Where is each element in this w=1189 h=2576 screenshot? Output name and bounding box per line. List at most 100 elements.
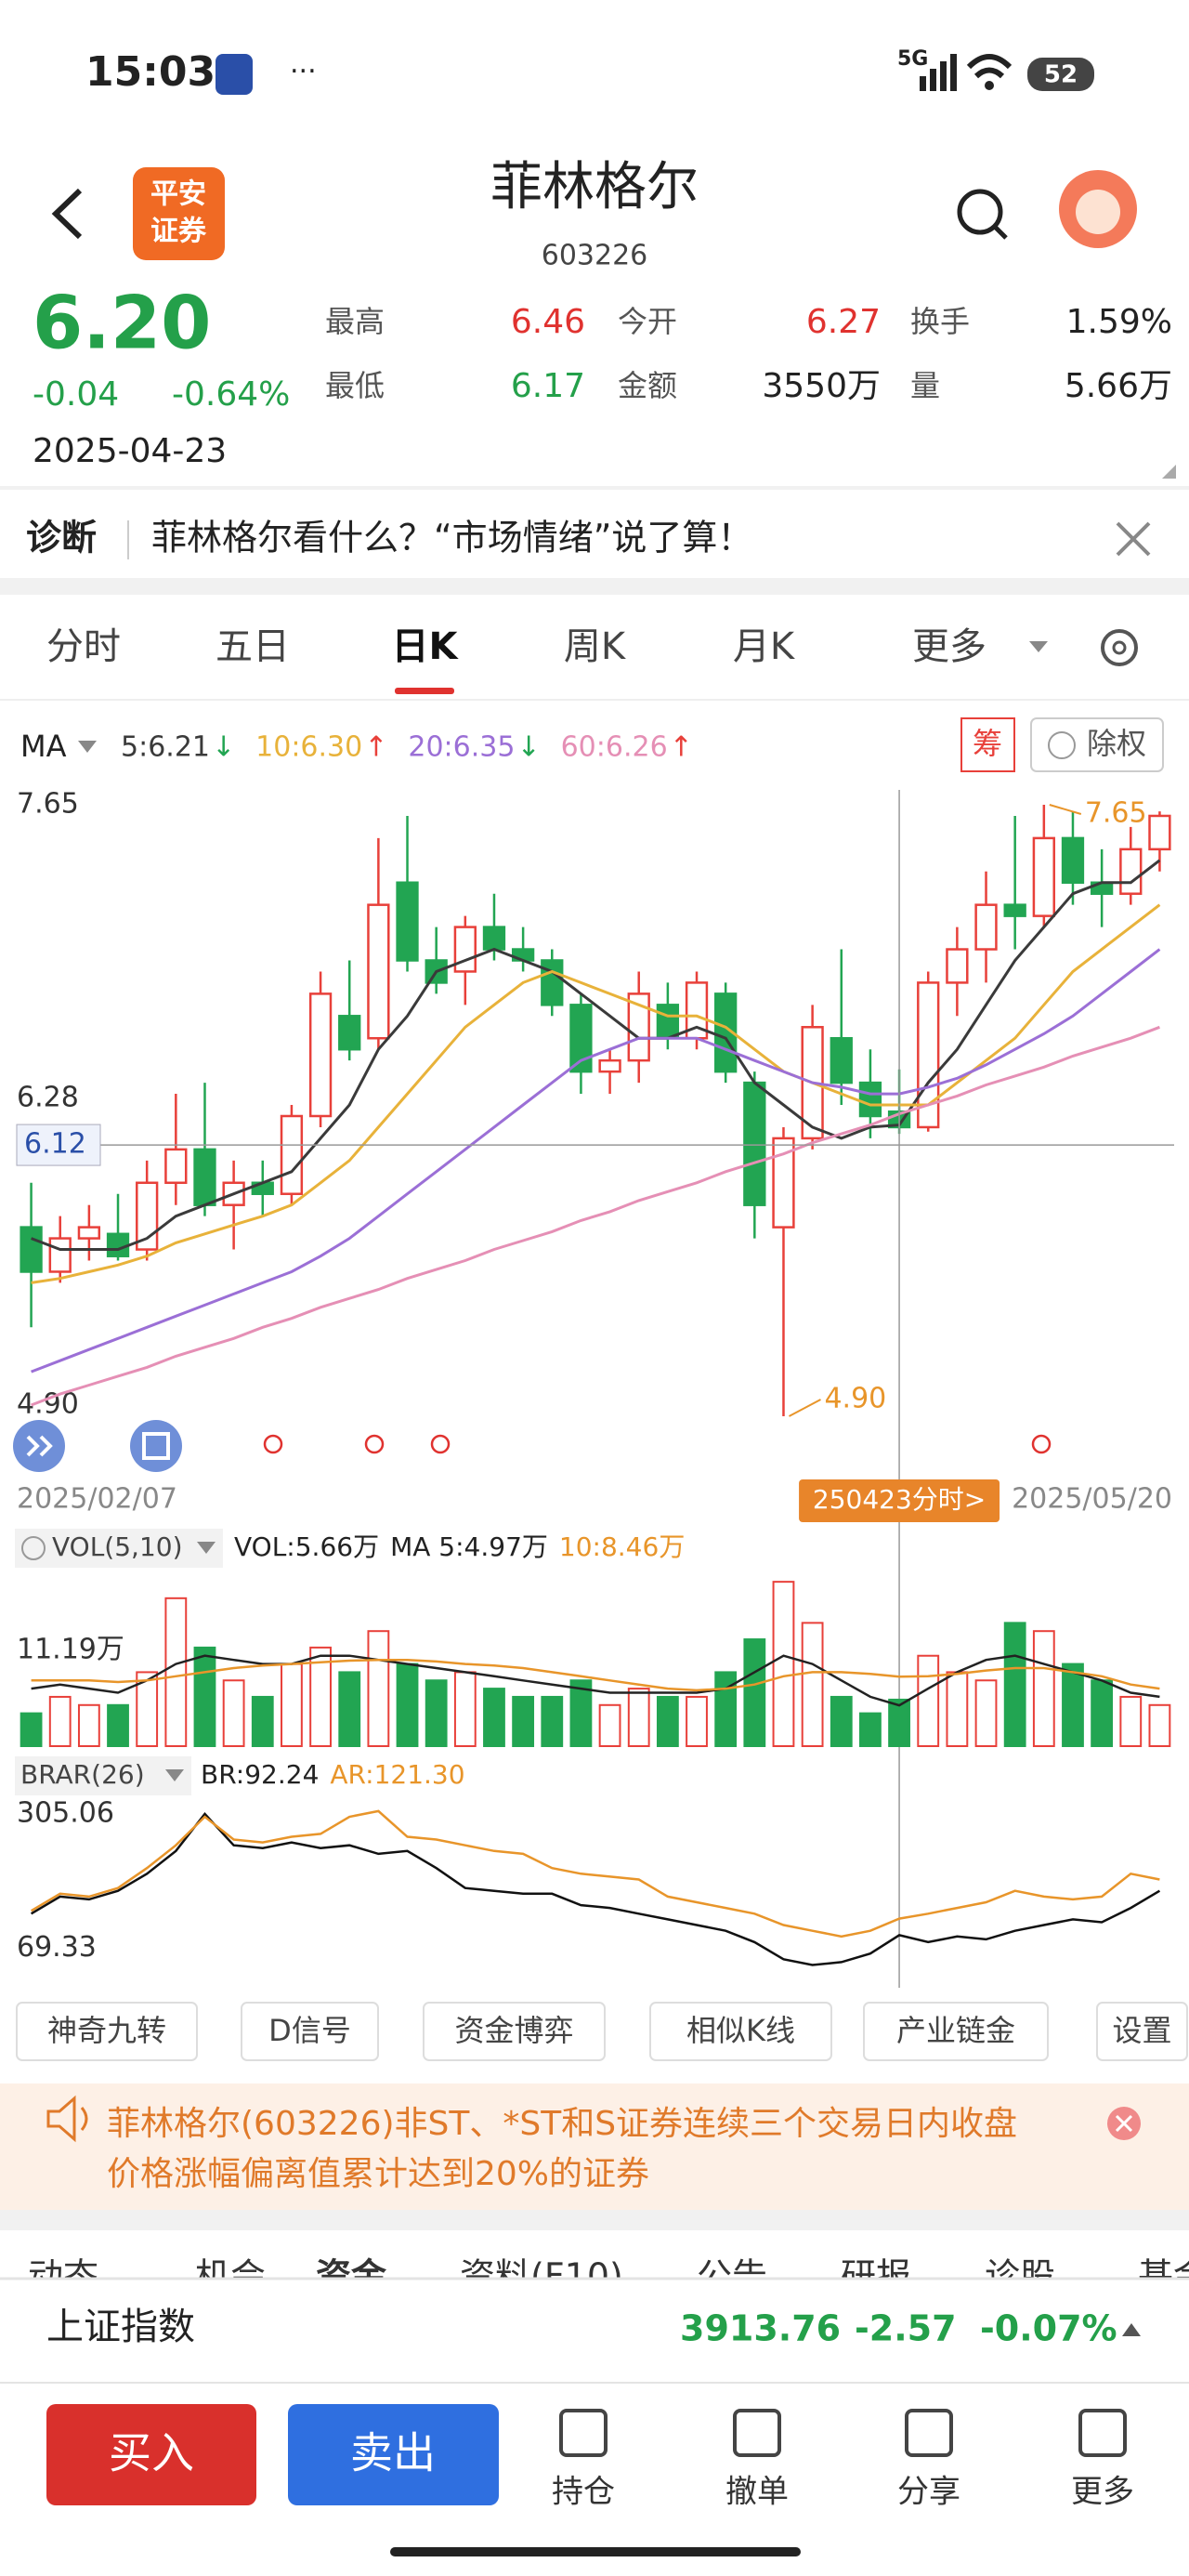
volume-ma-line: [31, 1654, 1160, 1707]
stat-value: 5.66万: [1065, 367, 1172, 405]
charts: 7.65 6.28 4.90 2025/02/07 2025/05/20 7.65 4.90…: [15, 788, 1174, 1988]
tool-label: 产业链金: [896, 2013, 1015, 2048]
ma-line: [31, 1025, 1160, 1407]
x-tick-label: 2025/02/07: [17, 1483, 177, 1516]
indicator-title[interactable]: BRAR(26): [20, 1759, 145, 1790]
indicator-name: MA: [20, 729, 67, 764]
action-icon[interactable]: [1078, 2409, 1127, 2457]
search-button[interactable]: [957, 189, 1003, 235]
period-tab[interactable]: 五日: [216, 625, 290, 668]
tool-label: 设置: [1112, 2013, 1171, 2048]
adjust-label: 除权: [1087, 726, 1146, 761]
tool-label: 神奇九转: [47, 2013, 166, 2048]
candle-body: [48, 1237, 72, 1273]
index-change: -2.57: [855, 2308, 957, 2349]
stat-label: 今开: [618, 304, 677, 339]
annotation-label: 4.90: [824, 1383, 886, 1415]
chip-button[interactable]: [960, 717, 1015, 772]
period-tab[interactable]: 周K: [564, 625, 627, 668]
tool-button[interactable]: [649, 2002, 832, 2061]
candle-body: [1148, 814, 1171, 851]
search-handle: [993, 225, 1008, 240]
active-tab-underline: [395, 688, 454, 694]
quote-stats: 最高 6.46 今开 6.27 换手 1.59% 最低 6.17 金额 3550万量 5.66万: [325, 303, 1172, 405]
info-icon: [21, 1536, 46, 1560]
stat-value: 1.59%: [1066, 303, 1172, 341]
alert-box: [0, 2083, 1189, 2210]
candle-body: [396, 881, 419, 962]
alert-close-x: [1115, 2114, 1133, 2133]
stat-label: 金额: [618, 368, 677, 403]
action-icon[interactable]: [733, 2409, 781, 2457]
status-network: 5G: [897, 47, 928, 71]
volume-bar: [193, 1646, 216, 1748]
indicator-caret: [78, 741, 97, 753]
index-caret[interactable]: [1122, 2323, 1141, 2336]
stock-name: 菲林格尔: [490, 157, 699, 217]
volume-bar: [396, 1663, 419, 1748]
app-icon: [216, 54, 253, 95]
action-icon[interactable]: [905, 2409, 953, 2457]
crosshair-price: 6.12: [24, 1128, 86, 1161]
logo-line: 证券: [150, 216, 207, 248]
period-tab[interactable]: 日K: [392, 625, 460, 668]
y-tick-label: 11.19万: [17, 1634, 124, 1666]
period-tab[interactable]: 月K: [733, 625, 796, 668]
candle-body: [106, 1232, 130, 1257]
volume-bar: [1119, 1695, 1143, 1748]
tool-button[interactable]: [1096, 2002, 1188, 2061]
volume-bar: [107, 1703, 129, 1747]
notice-text[interactable]: 菲林格尔看什么？“市场情绪”说了算！: [151, 518, 752, 559]
volume-bar: [686, 1695, 708, 1748]
ma-line: [31, 859, 1161, 1251]
tool-button[interactable]: [241, 2002, 379, 2061]
indicator-title-box: [15, 1529, 223, 1568]
buy-button[interactable]: [46, 2404, 256, 2505]
notice-close[interactable]: [1116, 521, 1151, 557]
signal-icon: [920, 54, 957, 91]
candle-body: [858, 1081, 882, 1118]
volume-bar: [281, 1663, 303, 1748]
volume-bar: [743, 1638, 766, 1747]
volume-bar: [859, 1712, 882, 1748]
wifi-dot: [985, 81, 994, 90]
tool-label: D信号: [268, 2013, 351, 2048]
fullscreen-button[interactable]: [130, 1420, 182, 1472]
tool-button[interactable]: [16, 2002, 198, 2061]
period-tab[interactable]: 更多: [912, 625, 986, 668]
candle-body: [193, 1148, 216, 1206]
candle-body: [20, 1226, 43, 1273]
alert-text: 菲林格尔(603226)非ST、*ST和S证券连续三个交易日内收盘: [107, 2105, 1017, 2143]
volume-bar: [1032, 1630, 1055, 1748]
volume-bar: [512, 1695, 535, 1748]
y-tick-label: 69.33: [17, 1931, 97, 1964]
volume-legend: 10:8.46万: [559, 1531, 685, 1562]
tool-button[interactable]: [423, 2002, 606, 2061]
indicator-title[interactable]: VOL(5,10): [52, 1531, 183, 1562]
sell-button[interactable]: [288, 2404, 499, 2505]
logo-line: 平安: [150, 178, 206, 211]
settings-button[interactable]: [1101, 629, 1138, 666]
candle-body: [772, 1137, 795, 1229]
tool-button[interactable]: [863, 2002, 1049, 2061]
alert-text: 价格涨幅偏离值累计达到20%的证券: [107, 2155, 649, 2193]
back-button[interactable]: [51, 188, 83, 240]
period-tab[interactable]: 分时: [46, 625, 121, 668]
index-change-pct: -0.07%: [980, 2308, 1117, 2349]
period-tabs: 分时 五日 日K 周K 月K 更多: [46, 625, 986, 694]
expand-arrows: [26, 1435, 53, 1457]
candle-body: [974, 903, 998, 951]
stat-value: 6.27: [806, 303, 881, 341]
battery: [1027, 58, 1094, 91]
ma-legend-item: 10:6.30: [255, 731, 362, 764]
candle-body: [656, 1004, 680, 1040]
action-items: 持仓 撤单 分享 更多: [552, 2409, 1134, 2511]
volume-bar: [251, 1695, 274, 1748]
crosshair-date[interactable]: 250423分时>: [813, 1484, 986, 1515]
stock-code: 603226: [542, 240, 648, 272]
action-icon[interactable]: [559, 2409, 608, 2457]
index-name[interactable]: 上证指数: [46, 2306, 195, 2348]
candle-body: [830, 1036, 853, 1084]
ma-line: [31, 948, 1161, 1373]
volume-bar: [946, 1671, 969, 1747]
